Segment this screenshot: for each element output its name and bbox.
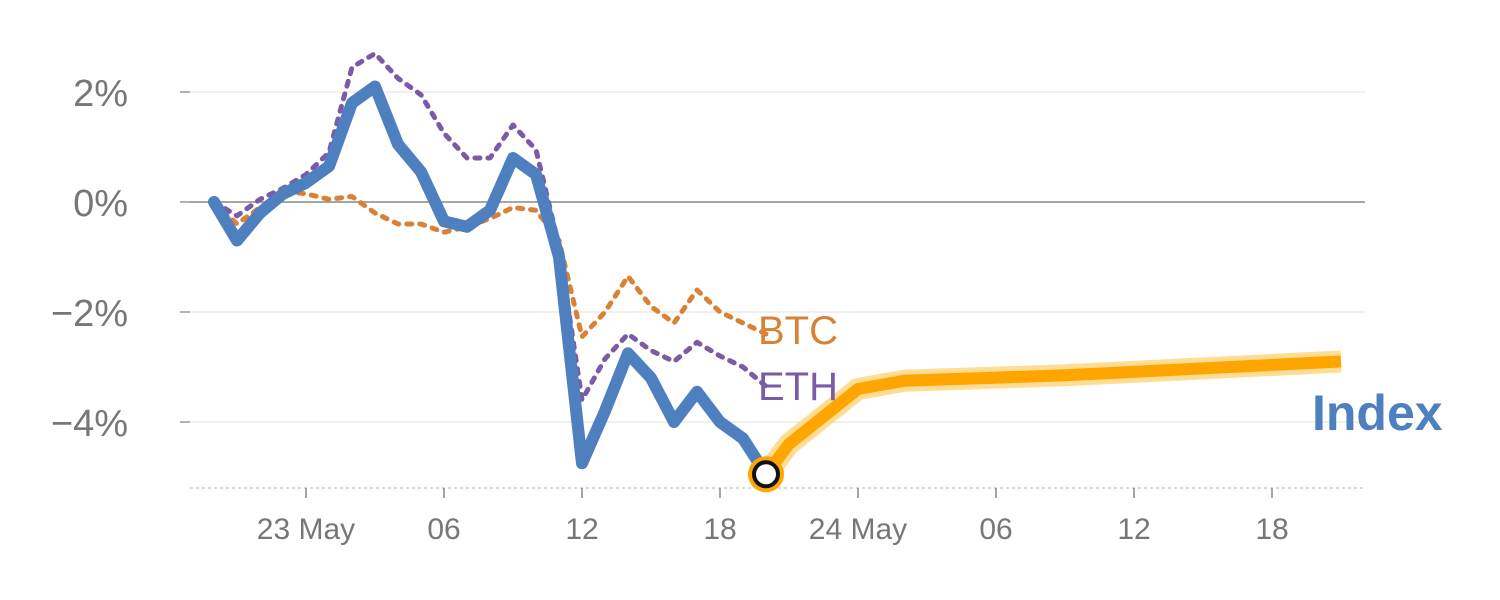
x-tick-label: 12 [1117,513,1150,546]
x-tick-label: 23 May [257,513,355,546]
series-line-index [208,80,772,481]
x-tick-label: 18 [703,513,736,546]
index-label: Index [1312,385,1443,441]
x-tick-label: 24 May [809,513,907,546]
series-line-eth [211,51,769,403]
x-tick-label: 18 [1255,513,1288,546]
y-tick-label: −4% [51,403,128,445]
grid [190,91,1365,423]
series [208,51,1342,493]
x-tick-label: 06 [979,513,1012,546]
y-tick-label: 2% [73,73,128,115]
y-tick-label: 0% [73,183,128,225]
y-tick-label: −2% [51,293,128,335]
series-line-btc [211,188,769,340]
x-tick-label: 12 [565,513,598,546]
btc-label: BTC [758,309,838,353]
axes: 2% 0% −2% −4% 23 May 06 12 18 24 May 06 12 18 [51,73,1365,546]
forecast-line [761,355,1342,478]
eth-label: ETH [758,365,838,409]
current-point-marker [752,460,780,489]
x-tick-label: 06 [427,513,460,546]
series-labels: BTC ETH Index [758,309,1443,441]
